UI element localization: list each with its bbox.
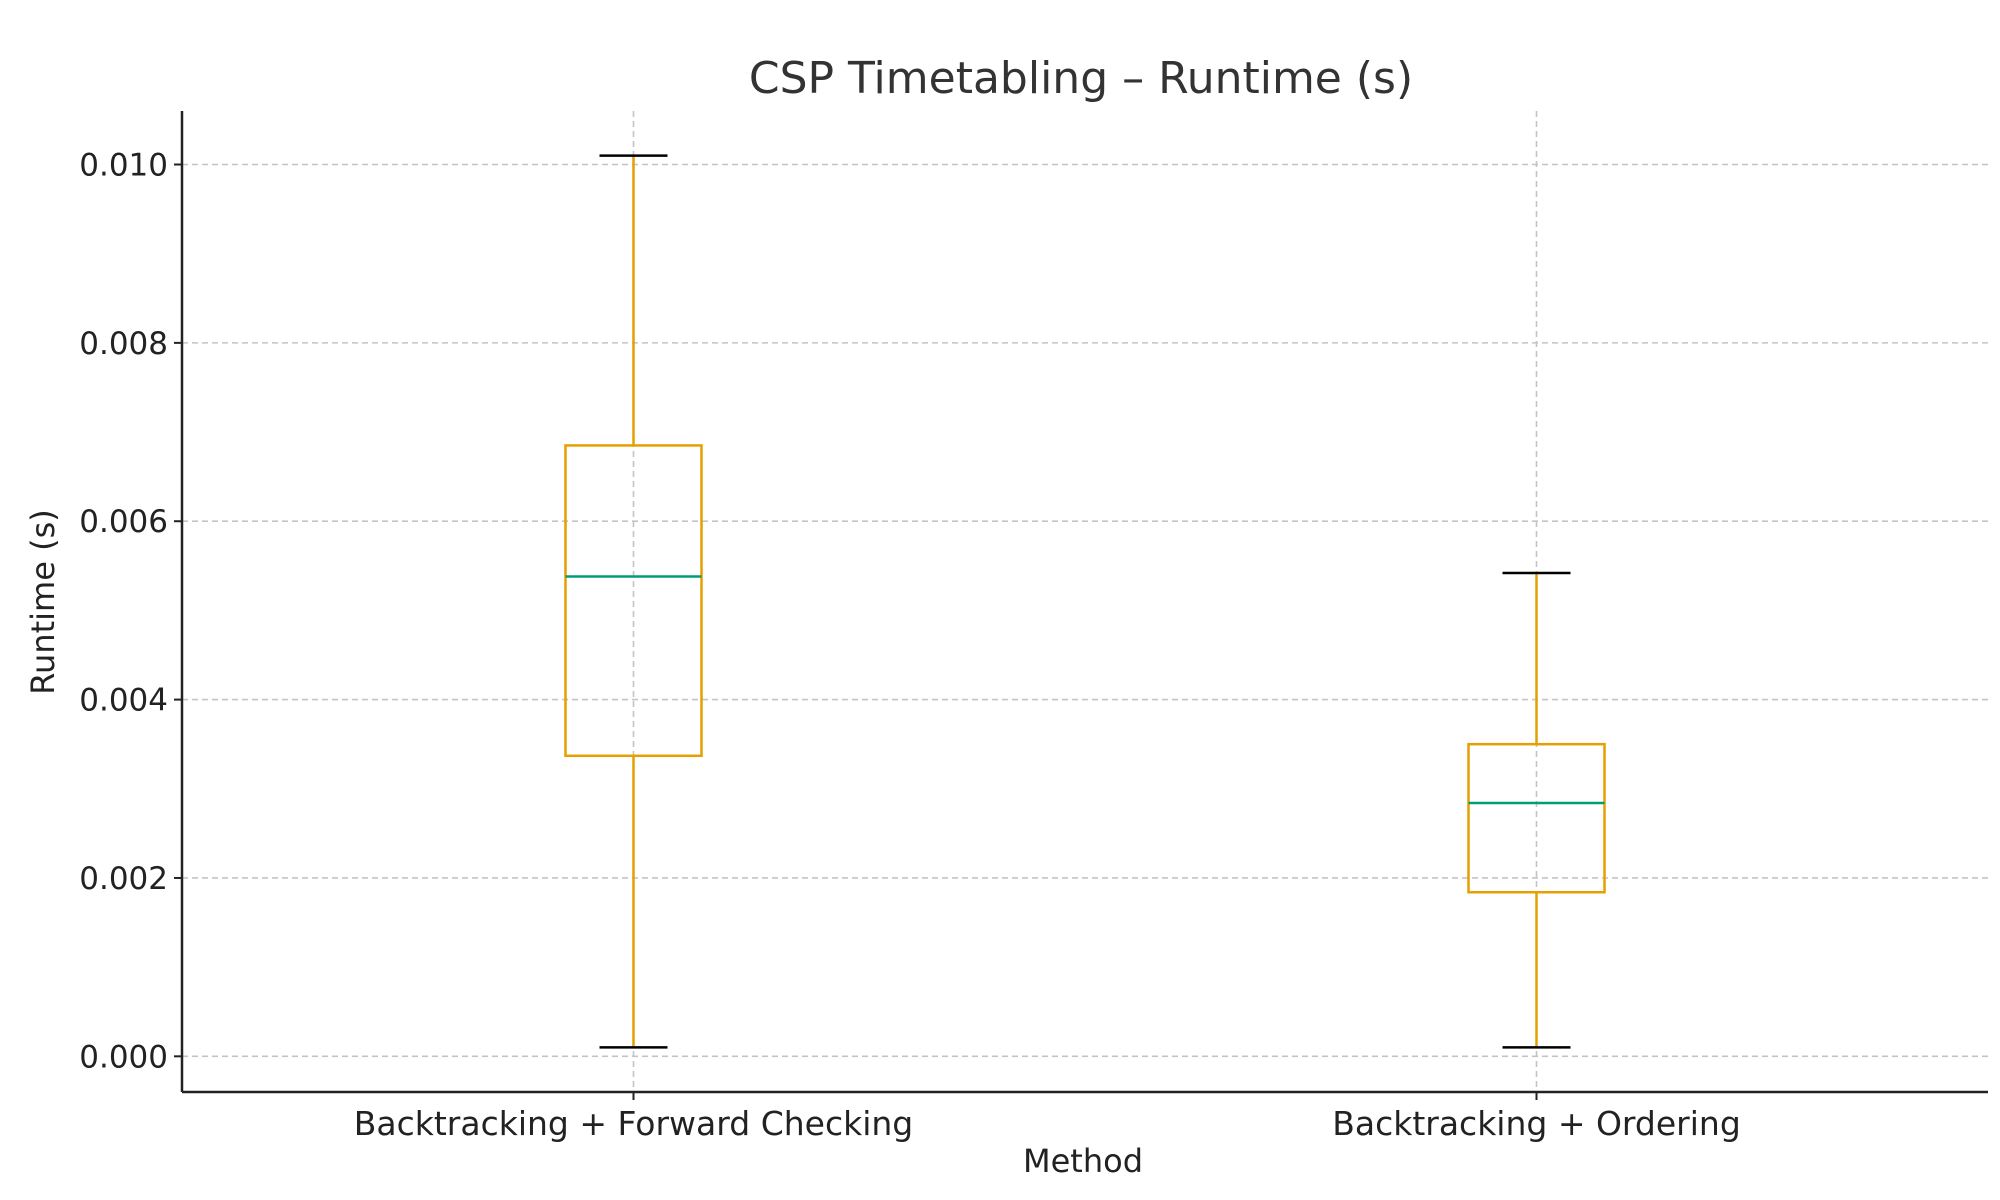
box-iqr — [564, 444, 703, 758]
x-axis-label: Method — [1023, 1142, 1143, 1180]
x-tick-label: Backtracking + Forward Checking — [354, 1104, 914, 1143]
grid-lines — [182, 111, 1988, 1092]
x-ticks: Backtracking + Forward Checking Backtrack… — [354, 1092, 1741, 1143]
box-iqr — [1467, 742, 1606, 894]
boxes — [564, 154, 1606, 1049]
x-tick-label: Backtracking + Ordering — [1332, 1104, 1741, 1143]
axes — [180, 111, 1988, 1094]
box-group — [564, 154, 703, 1049]
y-axis-label: Runtime (s) — [24, 509, 62, 694]
box-group — [1467, 571, 1606, 1049]
y-tick-label: 0.008 — [79, 326, 168, 362]
chart-title: CSP Timetabling – Runtime (s) — [749, 53, 1413, 104]
y-tick-label: 0.004 — [79, 683, 168, 719]
y-tick-label: 0.010 — [79, 148, 168, 184]
y-tick-label: 0.006 — [79, 504, 168, 540]
y-ticks: 0.000 0.002 0.004 0.006 0.008 0.010 — [79, 148, 182, 1075]
y-tick-label: 0.000 — [79, 1039, 168, 1075]
y-tick-label: 0.002 — [79, 861, 168, 897]
